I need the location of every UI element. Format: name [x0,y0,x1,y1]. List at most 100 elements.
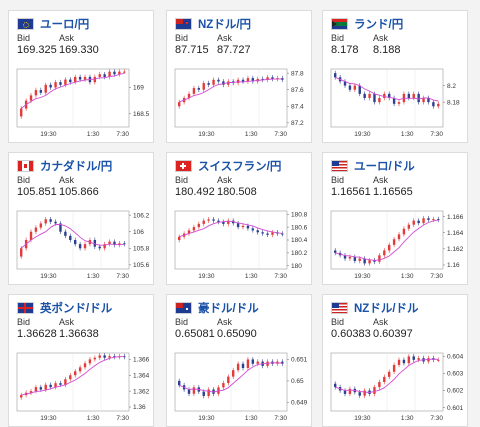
pair-title[interactable]: カナダドル/円 [40,161,113,173]
candle-body [343,390,347,394]
rate-card[interactable]: 豪ドル/ドル Bid Ask 0.65081 0.65090 0.651 0.65 0.649… [166,294,312,427]
ask-label: Ask [373,175,389,185]
y-tick-label: 1.166 [447,214,464,221]
candle-body [88,359,92,364]
candle-body [437,359,440,361]
candle-body [69,235,72,240]
candle-body [98,74,101,77]
candle-body [74,371,77,376]
candle-body [383,93,386,98]
candle-body [64,79,67,85]
candle-body [417,220,420,224]
candle-body [39,387,43,390]
pair-title[interactable]: 豪ドル/ドル [198,303,259,315]
candle-body [397,102,401,104]
bid-value: 1.36628 [17,328,57,340]
y-tick-label: 1.164 [447,230,464,237]
rate-card[interactable]: NZドル/円 Bid Ask 87.715 87.727 87.8 87.6 87.4 87.2… [166,10,312,143]
pair-title[interactable]: ユーロ/円 [40,19,90,31]
y-tick-label: 0.649 [291,400,308,407]
moving-average-line [335,358,439,393]
candle-body [178,102,181,107]
us-flag [331,302,348,314]
candle-body [113,71,116,75]
candle-body [108,356,111,358]
pair-title[interactable]: スイスフラン/円 [198,161,282,173]
ask-value: 87.727 [217,44,251,56]
candle-body [59,223,62,232]
candle-body [251,78,255,82]
x-tick-label: 7:30 [116,131,129,138]
candle-body [69,375,72,380]
candle-body [44,84,47,93]
candle-body [373,387,376,394]
candle-body [207,219,210,221]
candle-body [271,232,274,235]
candle-body [187,230,191,234]
pair-title[interactable]: NZドル/円 [198,19,252,31]
ask-label: Ask [59,175,75,185]
price-chart: 0.604 0.603 0.602 0.601 19:30 1:30 7:30 [330,352,464,422]
candle-body [246,359,250,369]
y-tick-label: 87.6 [291,87,304,94]
candle-body [236,223,240,228]
ask-label: Ask [373,317,389,327]
candle-body [358,85,361,94]
rate-card[interactable]: ランド/円 Bid Ask 8.178 8.188 8.2 8.18 19:30 1:30 7:3… [322,10,468,143]
rate-card[interactable]: ユーロ/ドル Bid Ask 1.16561 1.16565 1.166 1.164 1.16… [322,152,468,285]
candle-body [412,93,415,98]
rate-card[interactable]: スイスフラン/円 Bid Ask 180.492 180.508 180.8 180.6 18… [166,152,312,285]
candle-body [256,361,259,364]
candle-body [20,395,23,398]
rate-card[interactable]: カナダドル/円 Bid Ask 105.851 105.866 106.2 106 105.8… [8,152,154,285]
candle-body [266,233,269,235]
candle-body [353,256,357,261]
candle-body [437,219,440,221]
x-tick-label: 7:30 [430,273,443,280]
candle-body [74,240,77,245]
candle-body [402,228,406,235]
candle-body [378,382,381,388]
pair-title[interactable]: 英ポンド/ドル [40,303,113,315]
candle-body [334,250,337,253]
candle-body [373,93,376,103]
candle-body [383,376,386,382]
y-tick-label: 1.162 [447,246,464,253]
candle-body [412,356,415,360]
moving-average-line [21,356,125,396]
nz-flag [175,18,192,30]
au-flag [175,302,192,314]
bid-label: Bid [331,175,345,185]
candle-body [54,221,57,224]
y-tick-label: 0.603 [447,371,464,378]
ask-label: Ask [59,33,75,43]
rate-card[interactable]: NZドル/ドル Bid Ask 0.60383 0.60397 0.604 0.603 0.6… [322,294,468,427]
candle-body [222,221,225,224]
bid-label: Bid [331,317,345,327]
candle-body [113,241,116,245]
candle-body [348,256,352,259]
rate-card[interactable]: 英ポンド/ドル Bid Ask 1.36628 1.36638 1.366 1.364 1.3… [8,294,154,427]
pair-title[interactable]: ユーロ/ドル [354,161,415,173]
y-tick-label: 105.8 [133,245,150,252]
pair-title[interactable]: NZドル/ドル [354,303,419,315]
candle-body [20,248,23,257]
pair-title[interactable]: ランド/円 [354,19,404,31]
candle-body [59,383,62,385]
candle-body [34,90,38,96]
bid-value: 0.65081 [175,328,215,340]
candle-body [29,391,33,393]
eu-flag [17,18,34,30]
candle-body [227,376,230,384]
ask-label: Ask [217,317,233,327]
candle-body [373,260,376,262]
candle-body [192,387,196,394]
x-tick-label: 7:30 [116,415,129,422]
candle-body [212,219,215,221]
bid-label: Bid [17,33,31,43]
candle-body [358,258,361,261]
rate-card[interactable]: ユーロ/円 Bid Ask 169.325 169.330 169 168.5 19:30 1:… [8,10,154,143]
candle-body [276,78,279,80]
x-tick-label: 19:30 [198,131,215,138]
card-header: NZドル/ドル [331,300,419,316]
